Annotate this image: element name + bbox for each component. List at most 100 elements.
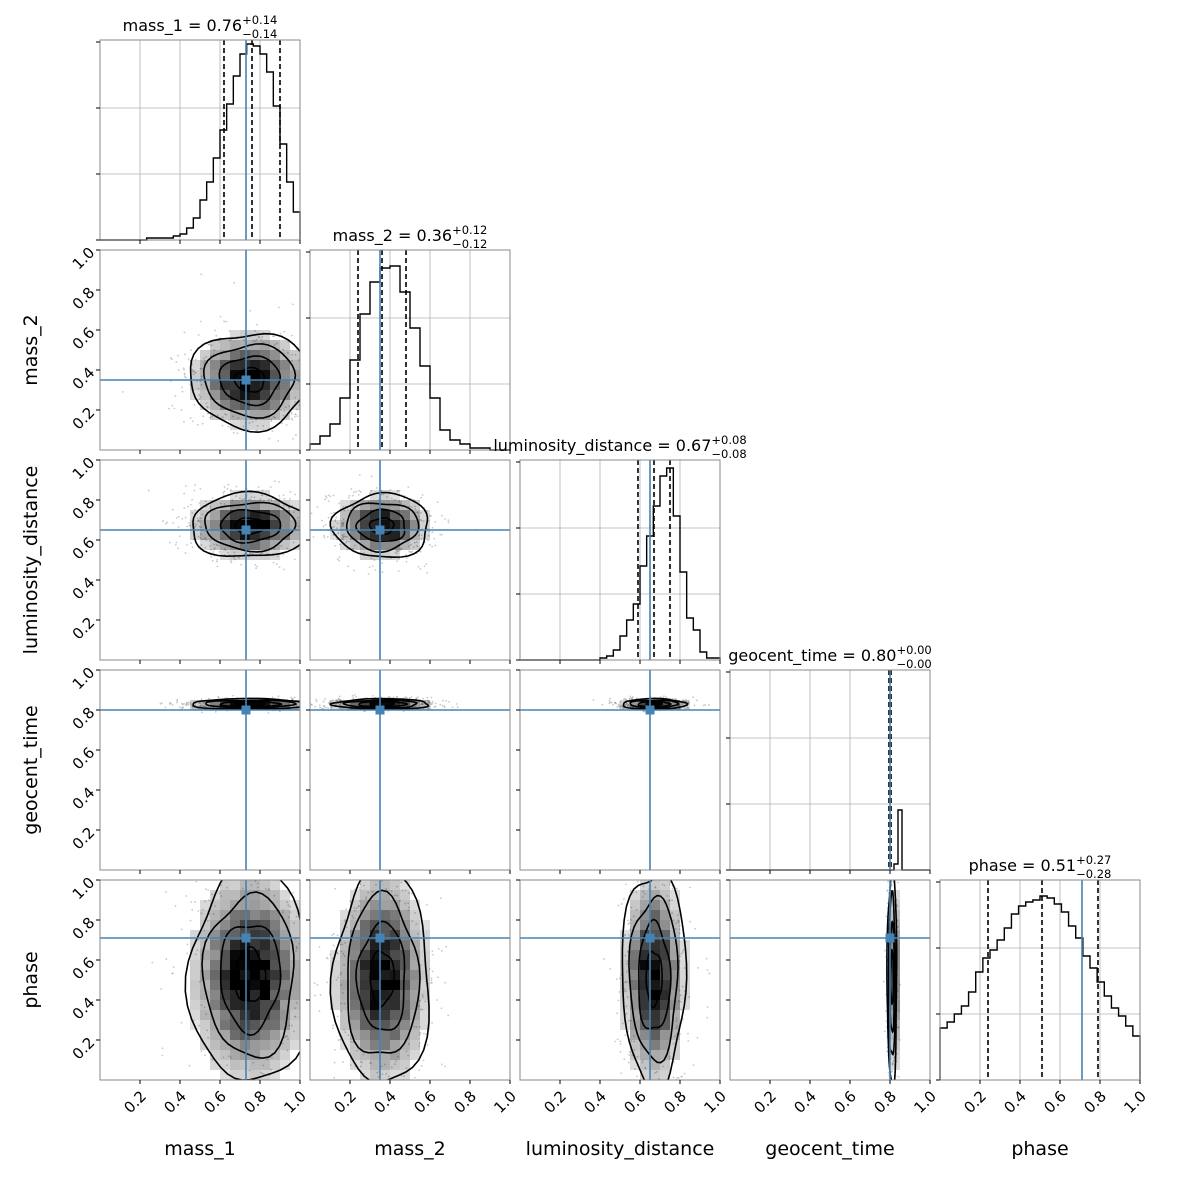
scatter-point [624, 980, 627, 983]
scatter-point [429, 703, 432, 706]
scatter-point [371, 695, 374, 697]
density-cell [210, 500, 220, 510]
scatter-point [617, 705, 620, 708]
density-cell [190, 990, 200, 1000]
scatter-point [430, 696, 433, 699]
scatter-point [672, 1042, 675, 1045]
scatter-point [242, 339, 245, 341]
scatter-point [264, 887, 267, 890]
scatter-point [338, 502, 341, 505]
scatter-point [359, 1060, 362, 1063]
density-cell [260, 420, 270, 430]
scatter-point [626, 950, 629, 953]
scatter-point [623, 1058, 626, 1061]
scatter-point [304, 876, 306, 878]
scatter-point [187, 701, 190, 704]
scatter-point [623, 698, 625, 700]
density-cell [240, 1020, 250, 1030]
scatter-point [358, 886, 361, 889]
scatter-point [629, 928, 632, 931]
scatter-point [290, 417, 293, 420]
scatter-point [211, 497, 214, 499]
scatter-point [677, 1077, 680, 1080]
contour-3 [201, 891, 295, 1060]
scatter-point [202, 415, 205, 418]
scatter-point [184, 375, 186, 378]
scatter-point [311, 695, 313, 697]
density-cell [200, 350, 210, 360]
scatter-point [205, 539, 208, 542]
density-cell [220, 1060, 230, 1070]
scatter-point [633, 1040, 635, 1043]
scatter-point [415, 697, 418, 700]
scatter-point [885, 1020, 888, 1023]
x-tick-label: 0.4 [160, 1087, 190, 1117]
density-cell [340, 930, 350, 940]
density-cell [280, 340, 290, 350]
scatter-point [174, 394, 177, 397]
scatter-point [182, 706, 185, 709]
scatter-point [311, 704, 313, 706]
density-cell [420, 520, 430, 530]
scatter-point [210, 555, 213, 558]
scatter-point [275, 342, 278, 345]
scatter-point [342, 536, 344, 539]
scatter-point [217, 696, 220, 699]
density-cell [350, 500, 360, 510]
density-cell [230, 890, 240, 900]
scatter-point [619, 1040, 622, 1043]
scatter-point [897, 881, 899, 884]
scatter-point [455, 703, 458, 705]
scatter-point [408, 697, 411, 699]
scatter-point [370, 557, 373, 560]
density-cell [230, 920, 240, 930]
scatter-point [321, 519, 323, 522]
scatter-point [325, 496, 328, 499]
scatter-point [235, 485, 238, 488]
scatter-point [434, 702, 437, 705]
scatter-point [347, 804, 349, 806]
density-cell [640, 880, 650, 890]
scatter-point [387, 1075, 390, 1078]
scatter-point [338, 703, 341, 706]
density-cell [210, 520, 220, 530]
scatter-point [206, 405, 209, 408]
density-cell [420, 1020, 430, 1030]
density-cell [390, 530, 400, 540]
scatter-point [653, 1123, 655, 1125]
scatter-point [335, 527, 338, 530]
density-cell [290, 530, 300, 540]
density-cell [380, 900, 390, 910]
scatter-point [625, 698, 627, 701]
scatter-point [355, 490, 358, 493]
scatter-point [398, 500, 401, 503]
scatter-point [318, 704, 321, 707]
density-cell [210, 370, 220, 380]
scatter-point [216, 565, 219, 568]
contour-3 [628, 894, 679, 1064]
scatter-point [334, 544, 337, 547]
scatter-point [673, 1035, 676, 1038]
scatter-point [897, 990, 899, 993]
density-cell [260, 920, 270, 930]
density-cell [370, 1020, 380, 1030]
density-cell [400, 520, 410, 530]
scatter-point [682, 949, 685, 952]
scatter-point [293, 696, 296, 699]
scatter-point [203, 360, 206, 363]
density-cell [240, 1000, 250, 1010]
density-cell [220, 910, 230, 920]
scatter-point [292, 303, 294, 306]
density-cell [290, 540, 300, 550]
scatter-point [627, 923, 630, 925]
scatter-point [322, 933, 324, 935]
y-tick-label: 0.8 [69, 704, 99, 734]
density-cell [620, 970, 630, 980]
scatter-point [204, 888, 207, 891]
scatter-point [654, 1072, 657, 1074]
scatter-point [270, 855, 272, 857]
density-cell [640, 920, 650, 930]
scatter-point [222, 1056, 225, 1059]
scatter-point [368, 566, 371, 569]
scatter-point [626, 981, 629, 983]
